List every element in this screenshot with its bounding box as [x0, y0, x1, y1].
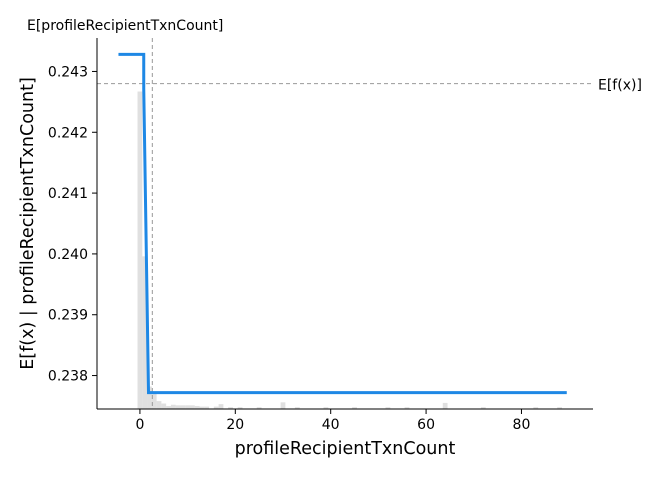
histogram-bar [166, 405, 171, 409]
histogram-bar [237, 407, 243, 409]
histogram [137, 91, 562, 410]
histogram-bar [404, 407, 410, 409]
x-tick-label: 0 [135, 417, 144, 433]
histogram-bar [557, 407, 562, 409]
histogram-bar [218, 404, 224, 409]
reference-lines [97, 38, 593, 409]
histogram-bar [480, 407, 486, 409]
histogram-bar [204, 406, 210, 409]
histogram-bar [385, 407, 391, 409]
feature-expected-value-label: E[profileRecipientTxnCount] [27, 18, 223, 34]
histogram-bar [151, 393, 157, 409]
y-axis-ticks: 0.238 0.239 0.240 0.241 0.242 0.243 [48, 64, 97, 385]
histogram-bar [194, 405, 200, 409]
series-line [118, 52, 567, 395]
histogram-bar [294, 407, 300, 409]
histogram-bar [170, 404, 176, 409]
series-layer [118, 52, 567, 395]
histogram-bar [442, 402, 448, 409]
x-tick-label: 40 [322, 417, 340, 433]
histogram-bar [280, 402, 286, 409]
y-tick-label: 0.240 [48, 247, 88, 263]
histogram-bar [228, 407, 233, 409]
histogram-bar [199, 406, 205, 409]
histogram-bar [156, 401, 162, 409]
axes: 0 20 40 60 80 0.238 0.239 0.240 0.241 0.242 0.243 [48, 38, 593, 433]
histogram-bar [142, 256, 148, 409]
histogram-bar [533, 407, 539, 409]
y-axis-title: E[f(x) | profileRecipientTxnCount] [18, 77, 38, 370]
histogram-bar [147, 386, 152, 409]
y-tick-label: 0.239 [48, 308, 88, 324]
x-tick-label: 80 [513, 417, 531, 433]
histogram-bar [323, 407, 329, 409]
histogram-bar [190, 405, 195, 409]
y-tick-label: 0.243 [48, 64, 88, 80]
x-tick-label: 20 [226, 417, 244, 433]
histogram-bar [185, 405, 190, 409]
histogram-bar [180, 405, 186, 409]
histogram-bar [213, 406, 219, 409]
x-axis-ticks: 0 20 40 60 80 [135, 409, 530, 433]
histogram-bar [175, 405, 181, 409]
y-tick-label: 0.242 [48, 125, 88, 141]
expected-value-label: E[f(x)] [598, 78, 642, 94]
histogram-bar [137, 91, 143, 410]
x-axis-title: profileRecipientTxnCount [235, 439, 456, 459]
histogram-bar [161, 403, 167, 409]
x-tick-label: 60 [417, 417, 435, 433]
histogram-bar [352, 407, 357, 409]
histogram-bar [256, 407, 262, 409]
y-tick-label: 0.238 [48, 369, 88, 385]
y-tick-label: 0.241 [48, 186, 88, 202]
